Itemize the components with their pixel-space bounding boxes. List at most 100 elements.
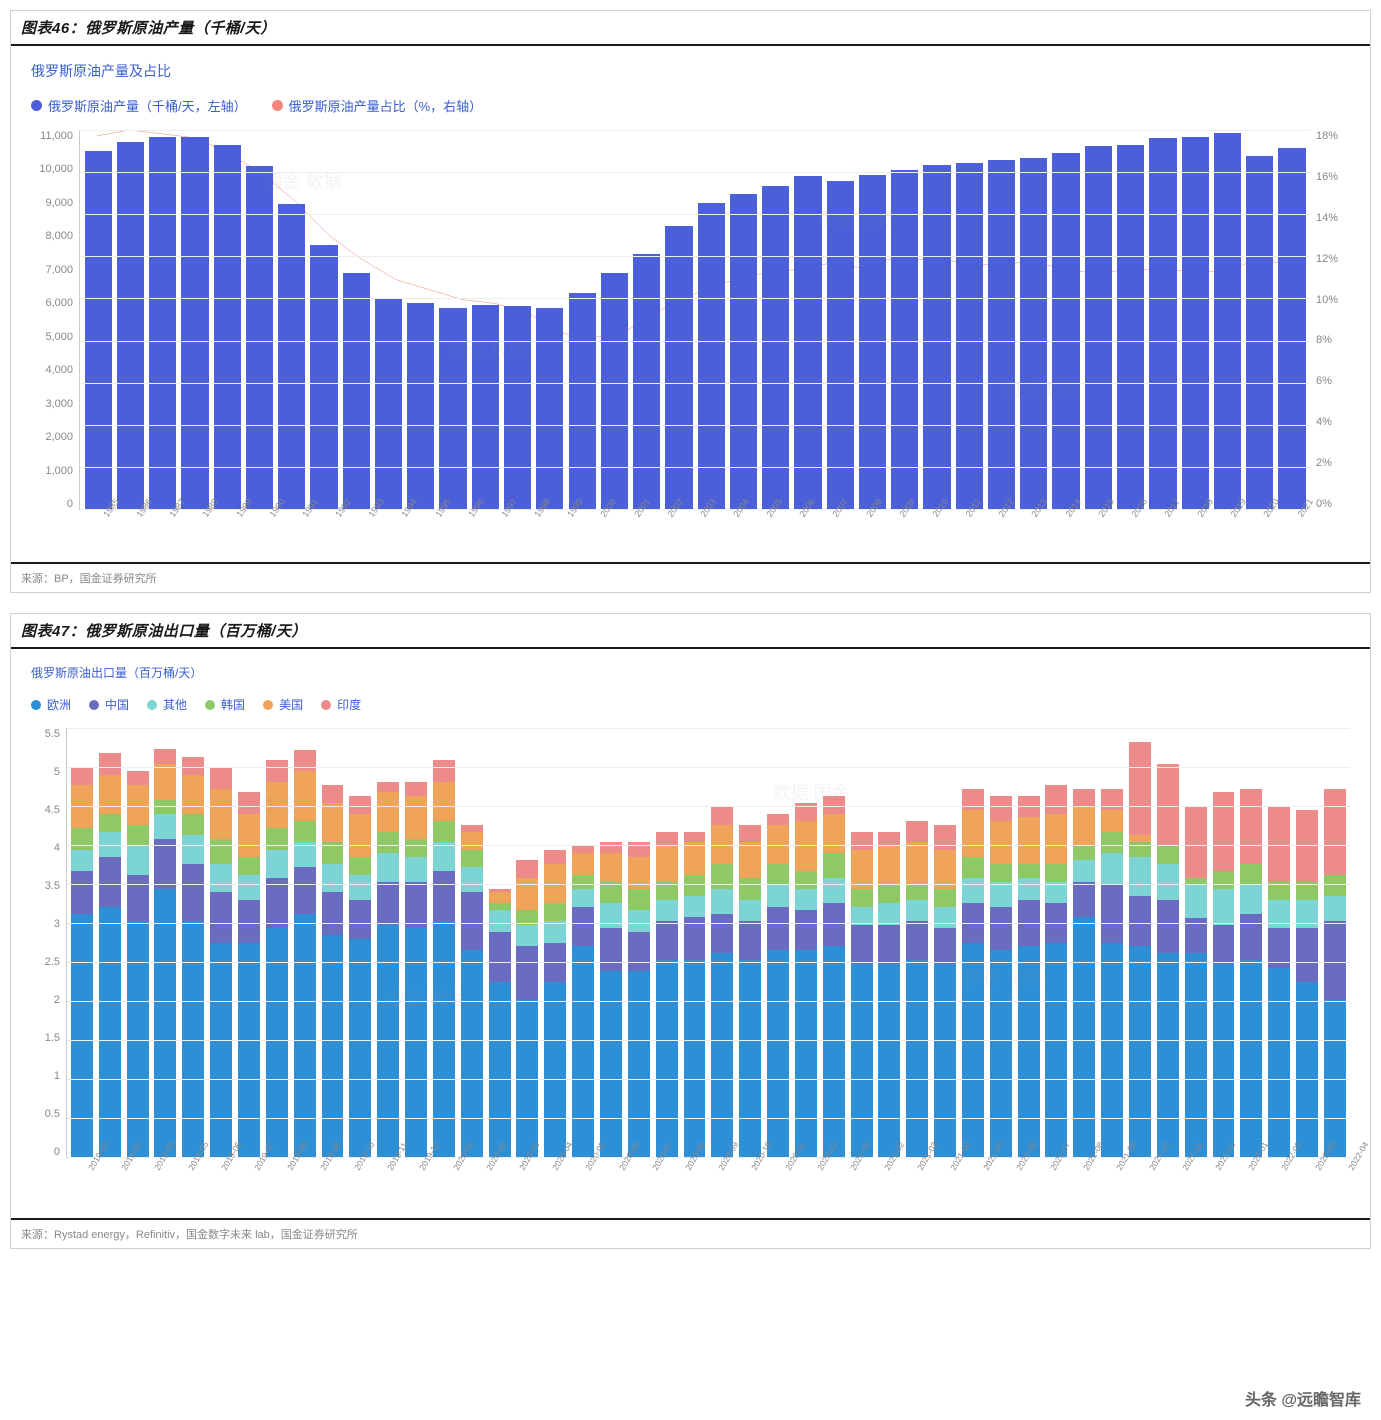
y-tick: 3 (31, 918, 60, 930)
title-text: 俄罗斯原油产量（千桶/天） (85, 20, 276, 37)
y-tick: 7,000 (37, 264, 73, 276)
bar-segment-usa (127, 785, 149, 824)
bar-segment-india (433, 760, 455, 781)
bar-segment-other (182, 835, 204, 864)
bar-segment-europe (1240, 960, 1262, 1157)
bar-segment-other (1213, 889, 1235, 925)
chart-47-plot: 5.554.543.532.521.510.50 数据 国金数据 国金数据 国金… (31, 728, 1350, 1158)
bar-segment-india (99, 753, 121, 774)
bar (375, 298, 402, 509)
y-tick: 2% (1316, 457, 1344, 469)
bar-col (890, 130, 920, 509)
bar-col (709, 728, 735, 1157)
bar-segment-korea (1045, 864, 1067, 882)
bar (214, 145, 241, 509)
bar-segment-other (851, 907, 873, 925)
bar-segment-europe (1101, 943, 1123, 1158)
bar-segment-korea (934, 889, 956, 907)
bar-col (277, 130, 307, 509)
bar-segment-other (1101, 853, 1123, 885)
legend-label: 韩国 (221, 696, 245, 713)
bar-segment-europe (349, 939, 371, 1157)
y-tick: 4 (31, 842, 60, 854)
bar-segment-china (266, 878, 288, 928)
y-tick: 0 (37, 498, 73, 510)
grid-line (67, 1001, 1350, 1002)
bar-col (664, 130, 694, 509)
bar (343, 273, 370, 509)
bar-segment-other (795, 889, 817, 910)
bar-segment-korea (962, 857, 984, 878)
bar-segment-other (433, 842, 455, 871)
bar-segment-korea (572, 875, 594, 889)
legend-label: 美国 (279, 696, 303, 713)
bar-col (1155, 728, 1181, 1157)
bar-segment-europe (934, 964, 956, 1157)
bar-col (115, 130, 145, 509)
bar-segment-other (906, 900, 928, 921)
bar-segment-europe (1018, 946, 1040, 1157)
bar-col (654, 728, 680, 1157)
bar-col (1044, 728, 1070, 1157)
bar-segment-china (1073, 882, 1095, 918)
grid-line (67, 767, 1350, 768)
bar-col (857, 130, 887, 509)
bar-segment-china (433, 871, 455, 921)
bar (536, 308, 563, 509)
bar-segment-korea (489, 903, 511, 910)
y-tick: 3,000 (37, 398, 73, 410)
bar-col (821, 728, 847, 1157)
bar-col (960, 728, 986, 1157)
grid-line (67, 728, 1350, 729)
bar-segment-usa (99, 775, 121, 814)
bar-segment-korea (461, 850, 483, 868)
bar-segment-other (739, 900, 761, 921)
legend-item: 美国 (263, 696, 303, 713)
bar-segment-china (656, 921, 678, 960)
bar-segment-usa (600, 853, 622, 882)
bar-segment-china (851, 925, 873, 964)
bar-segment-other (210, 864, 232, 893)
bar-segment-other (1129, 857, 1151, 896)
bar-segment-usa (294, 771, 316, 821)
bar-segment-korea (433, 821, 455, 842)
bar-segment-korea (1101, 832, 1123, 853)
bar-segment-india (1213, 792, 1235, 871)
bar-segment-other (600, 903, 622, 928)
legend-item: 韩国 (205, 696, 245, 713)
bar-segment-korea (990, 864, 1012, 882)
bar-segment-usa (656, 846, 678, 882)
bar-segment-usa (823, 814, 845, 853)
bar (246, 166, 273, 509)
bar (181, 137, 208, 509)
bar-col (1016, 728, 1042, 1157)
bar (407, 303, 434, 509)
legend-label: 俄罗斯原油产量占比（%，右轴） (289, 96, 483, 115)
bar-segment-china (349, 900, 371, 939)
bar-segment-europe (1185, 953, 1207, 1157)
y-tick: 9,000 (37, 197, 73, 209)
bar-segment-europe (656, 960, 678, 1157)
bar-segment-china (739, 921, 761, 960)
y-tick: 1 (31, 1070, 60, 1082)
bar-col (1071, 728, 1097, 1157)
bar-col (728, 130, 758, 509)
bar-segment-europe (684, 960, 706, 1157)
bar-col (542, 728, 568, 1157)
bar-segment-korea (127, 825, 149, 846)
bar-segment-india (1045, 785, 1067, 814)
bar-col (793, 130, 823, 509)
bar-segment-india (711, 807, 733, 825)
bar-segment-other (405, 857, 427, 882)
legend-label: 其他 (163, 696, 187, 713)
bar-segment-india (210, 767, 232, 788)
bar-segment-europe (1296, 982, 1318, 1157)
bar (1278, 148, 1305, 509)
bar-col (431, 728, 457, 1157)
bar-segment-india (405, 782, 427, 796)
bar-col (212, 130, 242, 509)
bar (1214, 133, 1241, 509)
bar-segment-china (405, 882, 427, 928)
legend-item: 印度 (321, 696, 361, 713)
bar-segment-other (572, 889, 594, 907)
